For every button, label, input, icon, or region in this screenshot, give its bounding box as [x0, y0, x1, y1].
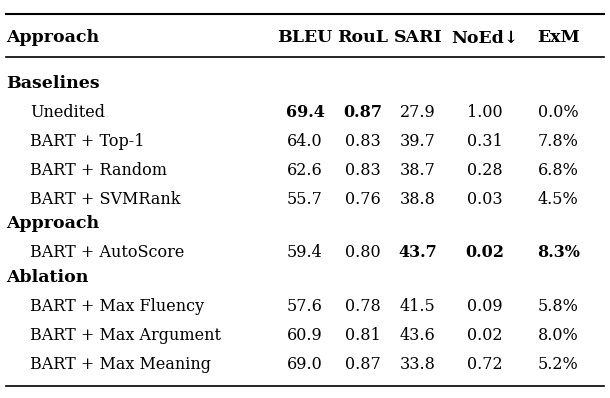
Text: 6.8%: 6.8%: [537, 162, 579, 179]
Text: 8.3%: 8.3%: [537, 244, 579, 261]
Text: 5.2%: 5.2%: [538, 356, 578, 373]
Text: 0.0%: 0.0%: [538, 104, 578, 121]
Text: 0.80: 0.80: [345, 244, 381, 261]
Text: ExM: ExM: [537, 29, 579, 46]
Text: 0.02: 0.02: [465, 244, 504, 261]
Text: BART + Max Fluency: BART + Max Fluency: [30, 298, 204, 315]
Text: 57.6: 57.6: [287, 298, 323, 315]
Text: 60.9: 60.9: [287, 327, 323, 344]
Text: 0.83: 0.83: [345, 162, 381, 179]
Text: 0.87: 0.87: [343, 104, 382, 121]
Text: BART + AutoScore: BART + AutoScore: [30, 244, 185, 261]
Text: 0.02: 0.02: [467, 327, 503, 344]
Text: 0.78: 0.78: [345, 298, 381, 315]
Text: Ablation: Ablation: [6, 269, 88, 286]
Text: 0.87: 0.87: [345, 356, 381, 373]
Text: 38.7: 38.7: [400, 162, 436, 179]
Text: BART + SVMRank: BART + SVMRank: [30, 191, 181, 208]
Text: 5.8%: 5.8%: [537, 298, 579, 315]
Text: 0.28: 0.28: [467, 162, 503, 179]
Text: 43.7: 43.7: [398, 244, 437, 261]
Text: 0.72: 0.72: [467, 356, 503, 373]
Text: Baselines: Baselines: [6, 75, 99, 92]
Text: 0.76: 0.76: [345, 191, 381, 208]
Text: 55.7: 55.7: [287, 191, 323, 208]
Text: Unedited: Unedited: [30, 104, 106, 121]
Text: 33.8: 33.8: [400, 356, 436, 373]
Text: 0.31: 0.31: [467, 133, 503, 150]
Text: 0.03: 0.03: [467, 191, 503, 208]
Text: BLEU: BLEU: [278, 29, 332, 46]
Text: BART + Max Meaning: BART + Max Meaning: [30, 356, 212, 373]
Text: 27.9: 27.9: [400, 104, 436, 121]
Text: 0.83: 0.83: [345, 133, 381, 150]
Text: 64.0: 64.0: [287, 133, 323, 150]
Text: 59.4: 59.4: [287, 244, 323, 261]
Text: Approach: Approach: [6, 29, 99, 46]
Text: 38.8: 38.8: [400, 191, 436, 208]
Text: NoEd↓: NoEd↓: [451, 29, 518, 46]
Text: 41.5: 41.5: [400, 298, 436, 315]
Text: 8.0%: 8.0%: [538, 327, 578, 344]
Text: SARI: SARI: [393, 29, 442, 46]
Text: 4.5%: 4.5%: [538, 191, 578, 208]
Text: 69.4: 69.4: [285, 104, 325, 121]
Text: 62.6: 62.6: [287, 162, 323, 179]
Text: 0.09: 0.09: [467, 298, 503, 315]
Text: Approach: Approach: [6, 215, 99, 232]
Text: 0.81: 0.81: [345, 327, 381, 344]
Text: BART + Max Argument: BART + Max Argument: [30, 327, 221, 344]
Text: 1.00: 1.00: [467, 104, 503, 121]
Text: 7.8%: 7.8%: [537, 133, 579, 150]
Text: BART + Random: BART + Random: [30, 162, 168, 179]
Text: 39.7: 39.7: [400, 133, 436, 150]
Text: 69.0: 69.0: [287, 356, 323, 373]
Text: 43.6: 43.6: [400, 327, 436, 344]
Text: BART + Top-1: BART + Top-1: [30, 133, 145, 150]
Text: RouL: RouL: [337, 29, 389, 46]
